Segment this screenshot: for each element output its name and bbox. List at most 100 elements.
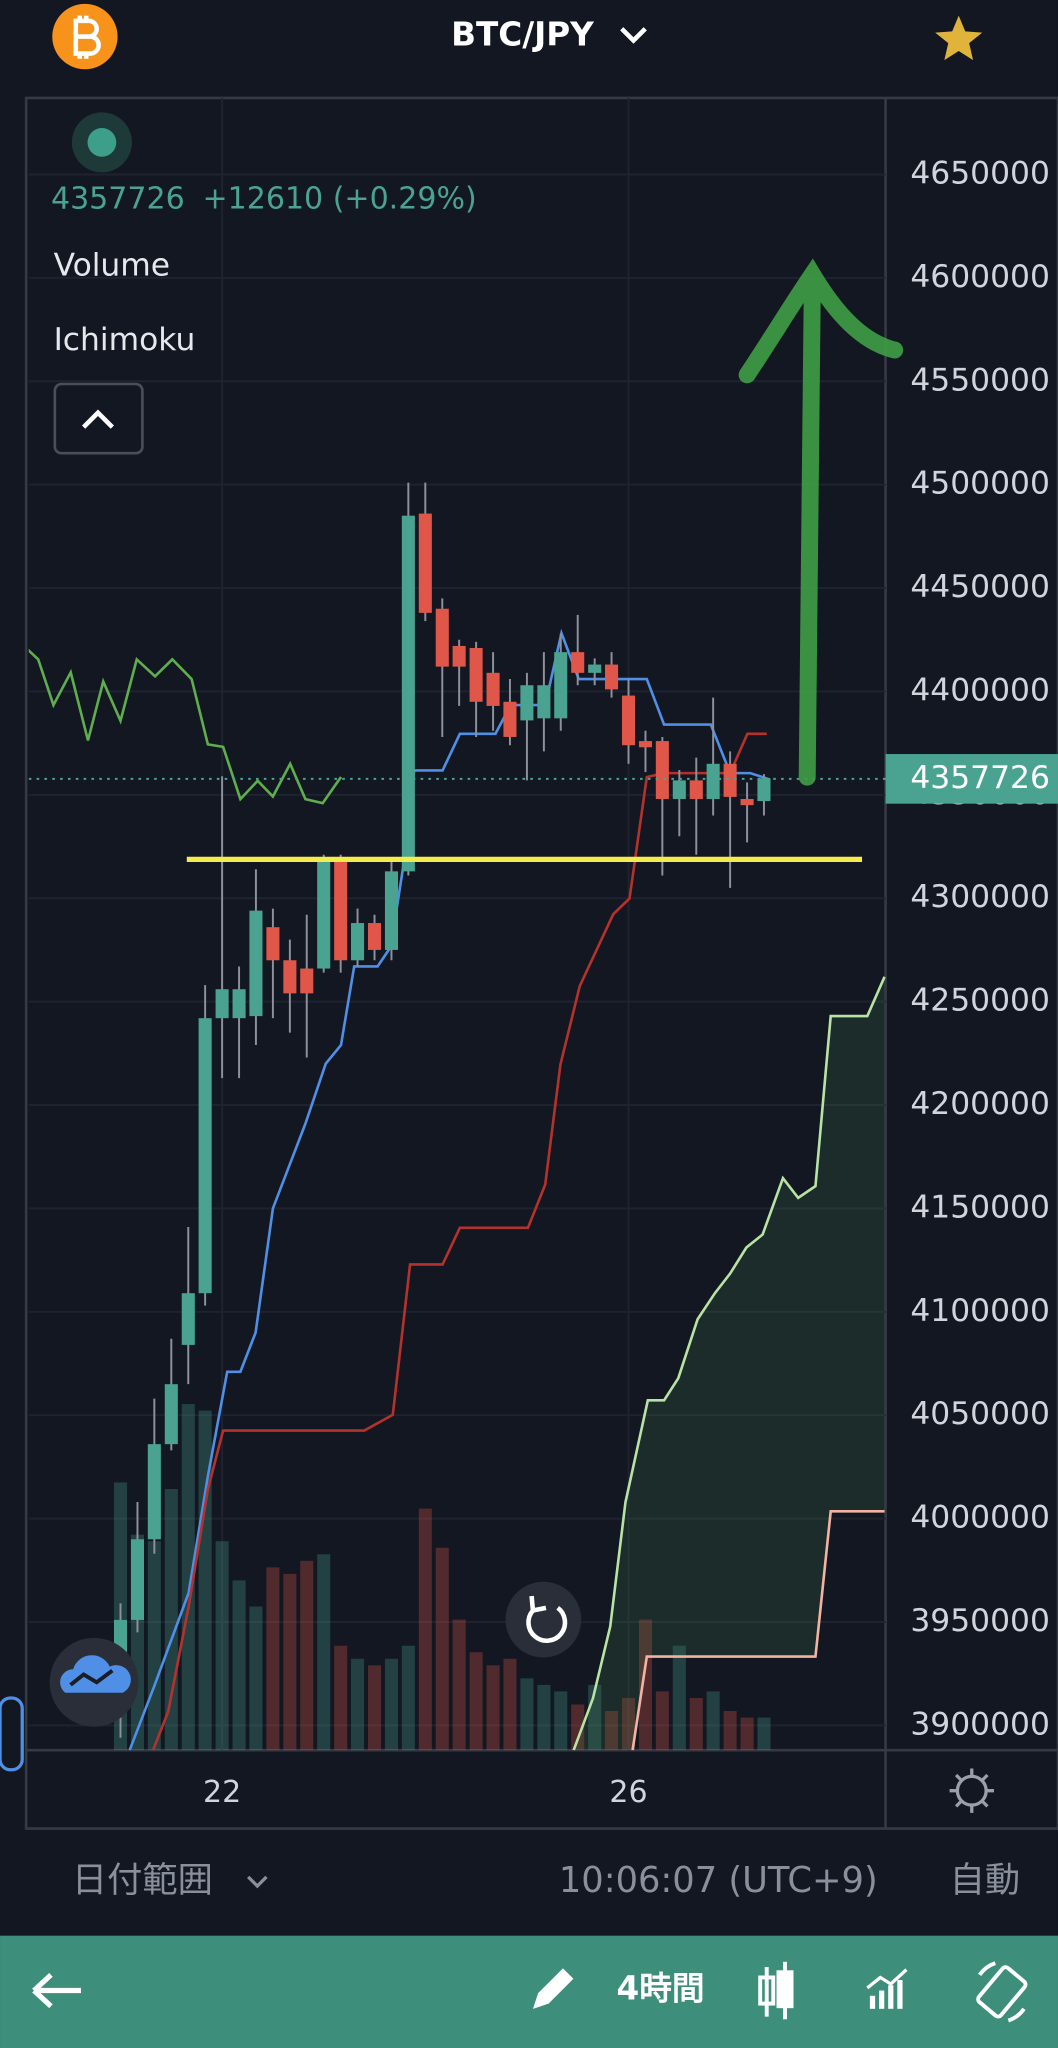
candle-body xyxy=(283,960,297,994)
volume-bar xyxy=(452,1619,466,1751)
volume-bar xyxy=(215,1541,229,1751)
favorite-star[interactable] xyxy=(935,15,983,61)
y-tick-label: 3950000 xyxy=(910,1603,1050,1639)
side-handle[interactable] xyxy=(0,1696,24,1772)
indicator-icon xyxy=(60,1655,131,1693)
candle-body xyxy=(452,645,466,667)
coin-glyph xyxy=(73,15,101,59)
candle-body xyxy=(537,685,551,719)
candle-body xyxy=(588,664,602,673)
volume-bar xyxy=(198,1410,212,1751)
volume-bar xyxy=(520,1678,534,1751)
legend: 4357726 +12610 (+0.29%) Volume Ichimoku xyxy=(51,112,477,455)
candle-body xyxy=(638,741,653,748)
x-tick-label: 22 xyxy=(203,1775,241,1810)
y-tick-label: 4400000 xyxy=(910,672,1050,708)
volume-bar xyxy=(638,1619,653,1751)
y-tick-label: 4450000 xyxy=(910,569,1050,605)
legend-price: 4357726 xyxy=(51,181,185,216)
legend-change: +12610 (+0.29%) xyxy=(202,181,476,216)
volume-bar xyxy=(503,1658,517,1751)
candle-body xyxy=(723,763,737,797)
chart-type-button[interactable] xyxy=(758,1961,794,2020)
rotate-button[interactable] xyxy=(976,1961,1028,2023)
indicators-button[interactable] xyxy=(866,1968,908,2009)
candle-body xyxy=(605,664,619,690)
y-tick-label: 4000000 xyxy=(910,1500,1050,1536)
volume-bar xyxy=(266,1567,280,1751)
candle-body xyxy=(334,858,348,961)
candle-body xyxy=(706,763,720,799)
volume-bar xyxy=(537,1684,551,1751)
candle-body xyxy=(469,648,483,702)
footer: 日付範囲 10:06:07 (UTC+9) 自動 xyxy=(72,1860,1020,1901)
candle-body xyxy=(317,858,331,969)
candle-body xyxy=(503,701,517,737)
reset-button[interactable] xyxy=(505,1581,582,1658)
back-button[interactable] xyxy=(32,1972,81,2009)
volume-bar xyxy=(384,1658,399,1751)
y-tick-label: 3900000 xyxy=(910,1706,1050,1742)
volume-bar xyxy=(418,1508,432,1751)
volume-bar xyxy=(605,1711,619,1751)
volume-bar xyxy=(181,1404,195,1751)
candle-body xyxy=(300,968,314,994)
volume-bar xyxy=(401,1645,415,1751)
candle-body xyxy=(198,1018,212,1294)
date-range[interactable]: 日付範囲 xyxy=(72,1860,213,1901)
volume-bar xyxy=(672,1645,686,1751)
x-tick-label: 26 xyxy=(609,1775,647,1810)
symbol[interactable]: BTC/JPY xyxy=(451,16,594,54)
candle-body xyxy=(486,672,500,706)
settings-icon-teeth xyxy=(949,1768,994,1813)
volume-bar xyxy=(655,1691,669,1751)
candle-body xyxy=(689,780,703,799)
candle-body xyxy=(655,741,669,799)
candle-body xyxy=(367,923,382,950)
collapse-icon xyxy=(81,409,114,429)
draw-button[interactable] xyxy=(532,1968,574,2009)
date-range-chevron[interactable] xyxy=(247,1875,268,1889)
candle-body xyxy=(130,1539,145,1620)
clock: 10:06:07 (UTC+9) xyxy=(559,1860,878,1901)
y-tick-label: 4150000 xyxy=(910,1189,1050,1225)
symbol-chevron[interactable] xyxy=(620,27,647,44)
candle-body xyxy=(266,927,280,961)
y-tick-label: 4250000 xyxy=(910,983,1050,1019)
study-label[interactable]: Ichimoku xyxy=(54,322,196,358)
candle-body xyxy=(215,989,229,1019)
candle-body xyxy=(672,780,686,799)
plot xyxy=(28,482,886,1751)
y-tick-label: 4050000 xyxy=(910,1396,1050,1432)
volume-bar xyxy=(469,1652,483,1751)
volume-bar xyxy=(232,1580,246,1751)
volume-bar xyxy=(351,1658,365,1751)
collapse-button[interactable] xyxy=(53,382,144,455)
candle-body xyxy=(520,685,534,721)
volume-bar xyxy=(571,1704,585,1751)
volume-bar xyxy=(706,1691,720,1751)
y-tick-label: 4550000 xyxy=(910,362,1050,398)
candle-body xyxy=(401,515,415,872)
volume-bar xyxy=(723,1711,737,1751)
candle-body xyxy=(351,923,365,961)
candle-body xyxy=(740,798,754,806)
last-price-tag xyxy=(885,754,1058,804)
y-tick-label: 4650000 xyxy=(910,155,1050,191)
candle-body xyxy=(232,989,246,1019)
volume-bar xyxy=(554,1691,568,1751)
auto-scale[interactable]: 自動 xyxy=(950,1860,1021,1901)
y-tick-label: 4200000 xyxy=(910,1086,1050,1122)
interval[interactable]: 4時間 xyxy=(617,1970,705,2008)
last-price-label: 4357726 xyxy=(910,760,1050,796)
study-label[interactable]: Volume xyxy=(54,247,171,283)
candle-body xyxy=(147,1444,161,1540)
volume-bar xyxy=(283,1573,297,1751)
volume-bar xyxy=(164,1488,178,1751)
candle-body xyxy=(435,608,449,667)
ichimoku-cloud xyxy=(573,976,885,1751)
indicator-line xyxy=(631,1510,885,1751)
volume-bar xyxy=(435,1547,449,1751)
